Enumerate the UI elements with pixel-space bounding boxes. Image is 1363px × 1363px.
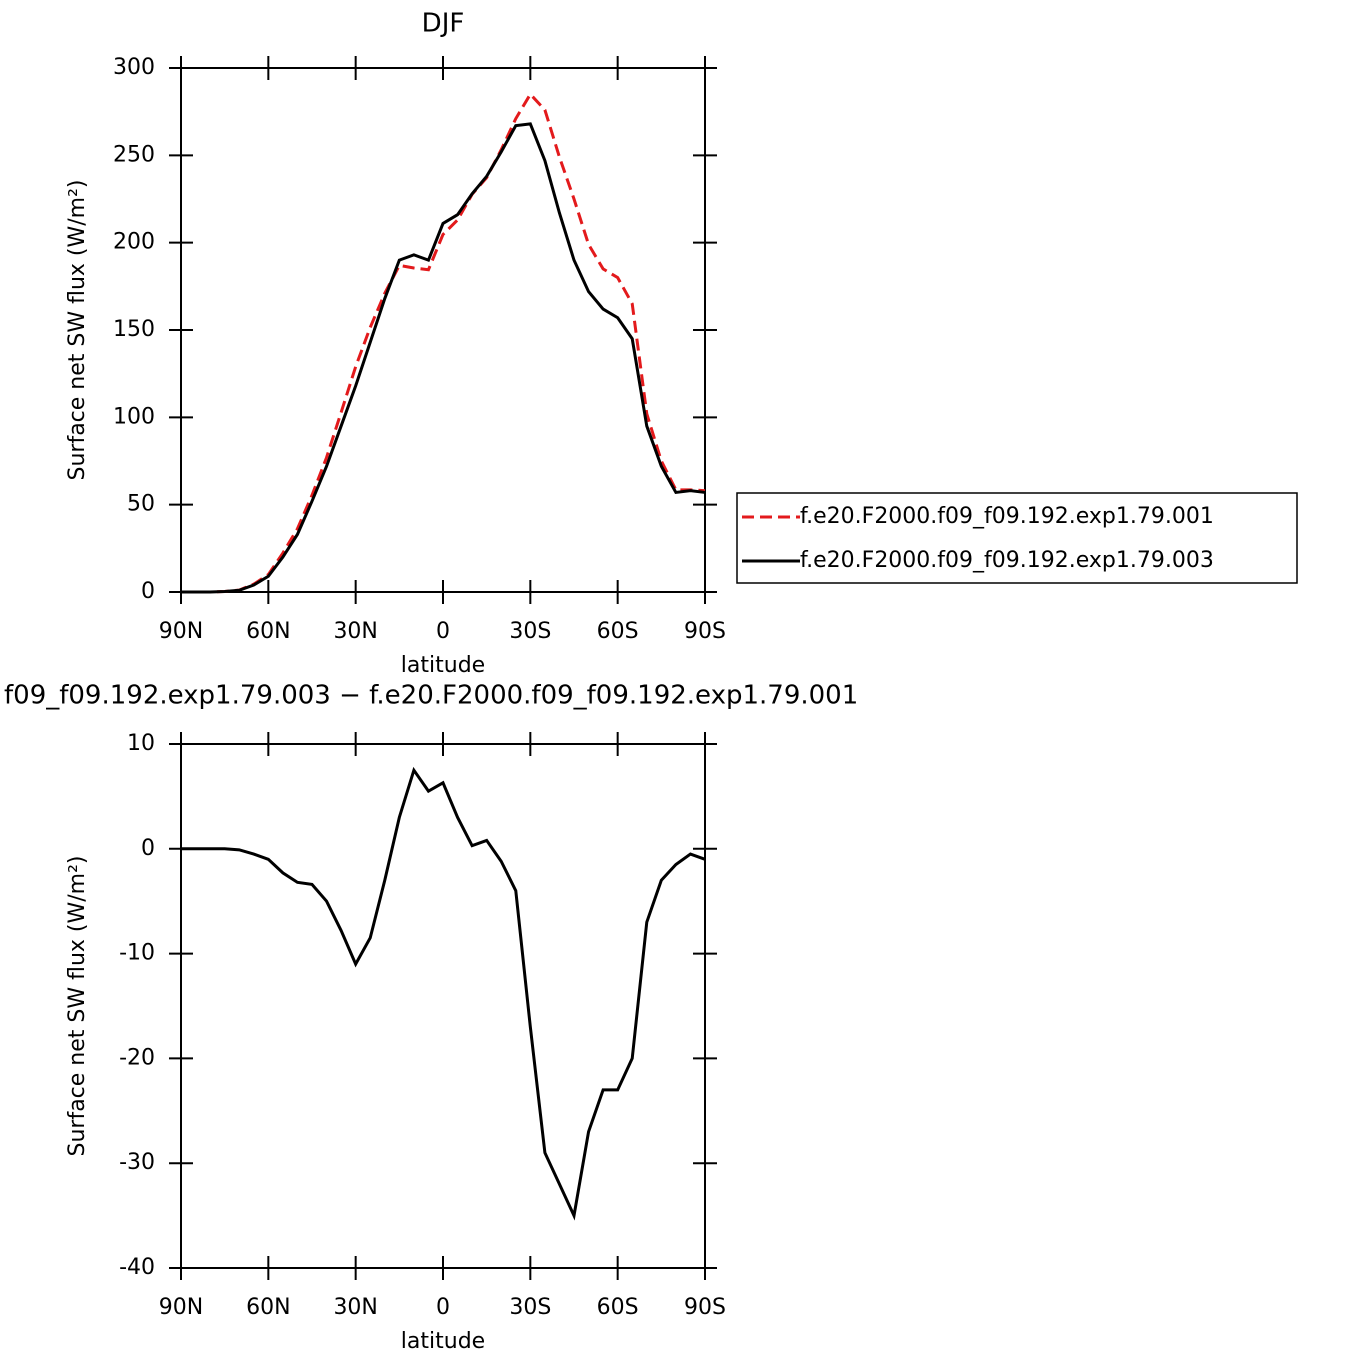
y-tick-label: -20 xyxy=(119,1045,155,1070)
chart-title: f09_f09.192.exp1.79.003 − f.e20.F2000.f0… xyxy=(4,681,858,711)
y-tick-label: 100 xyxy=(113,404,155,429)
x-axis-label: latitude xyxy=(401,653,485,678)
y-tick-label: -10 xyxy=(119,941,155,966)
x-tick-label: 90S xyxy=(684,619,726,644)
x-tick-label: 90N xyxy=(159,1295,203,1320)
x-tick-label: 0 xyxy=(436,1295,450,1320)
x-tick-label: 60N xyxy=(246,619,290,644)
y-tick-label: 50 xyxy=(127,492,155,517)
y-tick-label: 0 xyxy=(141,836,155,861)
plot-frame xyxy=(180,743,706,1269)
y-axis-label: Surface net SW flux (W/m²) xyxy=(65,179,90,480)
legend-box xyxy=(736,492,1298,584)
x-tick-label: 30N xyxy=(333,619,377,644)
x-tick-label: 90S xyxy=(684,1295,726,1320)
y-tick-label: -40 xyxy=(119,1255,155,1280)
x-tick-label: 60S xyxy=(597,619,639,644)
legend-label: f.e20.F2000.f09_f09.192.exp1.79.001 xyxy=(800,504,1214,529)
x-tick-label: 90N xyxy=(159,619,203,644)
y-tick-label: 300 xyxy=(113,55,155,80)
x-tick-label: 30N xyxy=(333,1295,377,1320)
legend-label: f.e20.F2000.f09_f09.192.exp1.79.003 xyxy=(800,548,1214,573)
x-tick-label: 60S xyxy=(597,1295,639,1320)
series-line xyxy=(181,91,706,594)
series-line xyxy=(181,122,706,594)
y-tick-label: 150 xyxy=(113,317,155,342)
y-tick-label: -30 xyxy=(119,1150,155,1175)
x-tick-label: 30S xyxy=(509,619,551,644)
x-tick-label: 60N xyxy=(246,1295,290,1320)
y-tick-label: 200 xyxy=(113,230,155,255)
y-axis-label: Surface net SW flux (W/m²) xyxy=(65,855,90,1156)
y-tick-label: 0 xyxy=(141,579,155,604)
x-axis-label: latitude xyxy=(401,1329,485,1354)
series-line xyxy=(181,766,706,1221)
x-tick-label: 0 xyxy=(436,619,450,644)
y-tick-label: 250 xyxy=(113,142,155,167)
y-tick-label: 10 xyxy=(127,731,155,756)
x-tick-label: 30S xyxy=(509,1295,551,1320)
chart-title: DJF xyxy=(422,9,465,39)
